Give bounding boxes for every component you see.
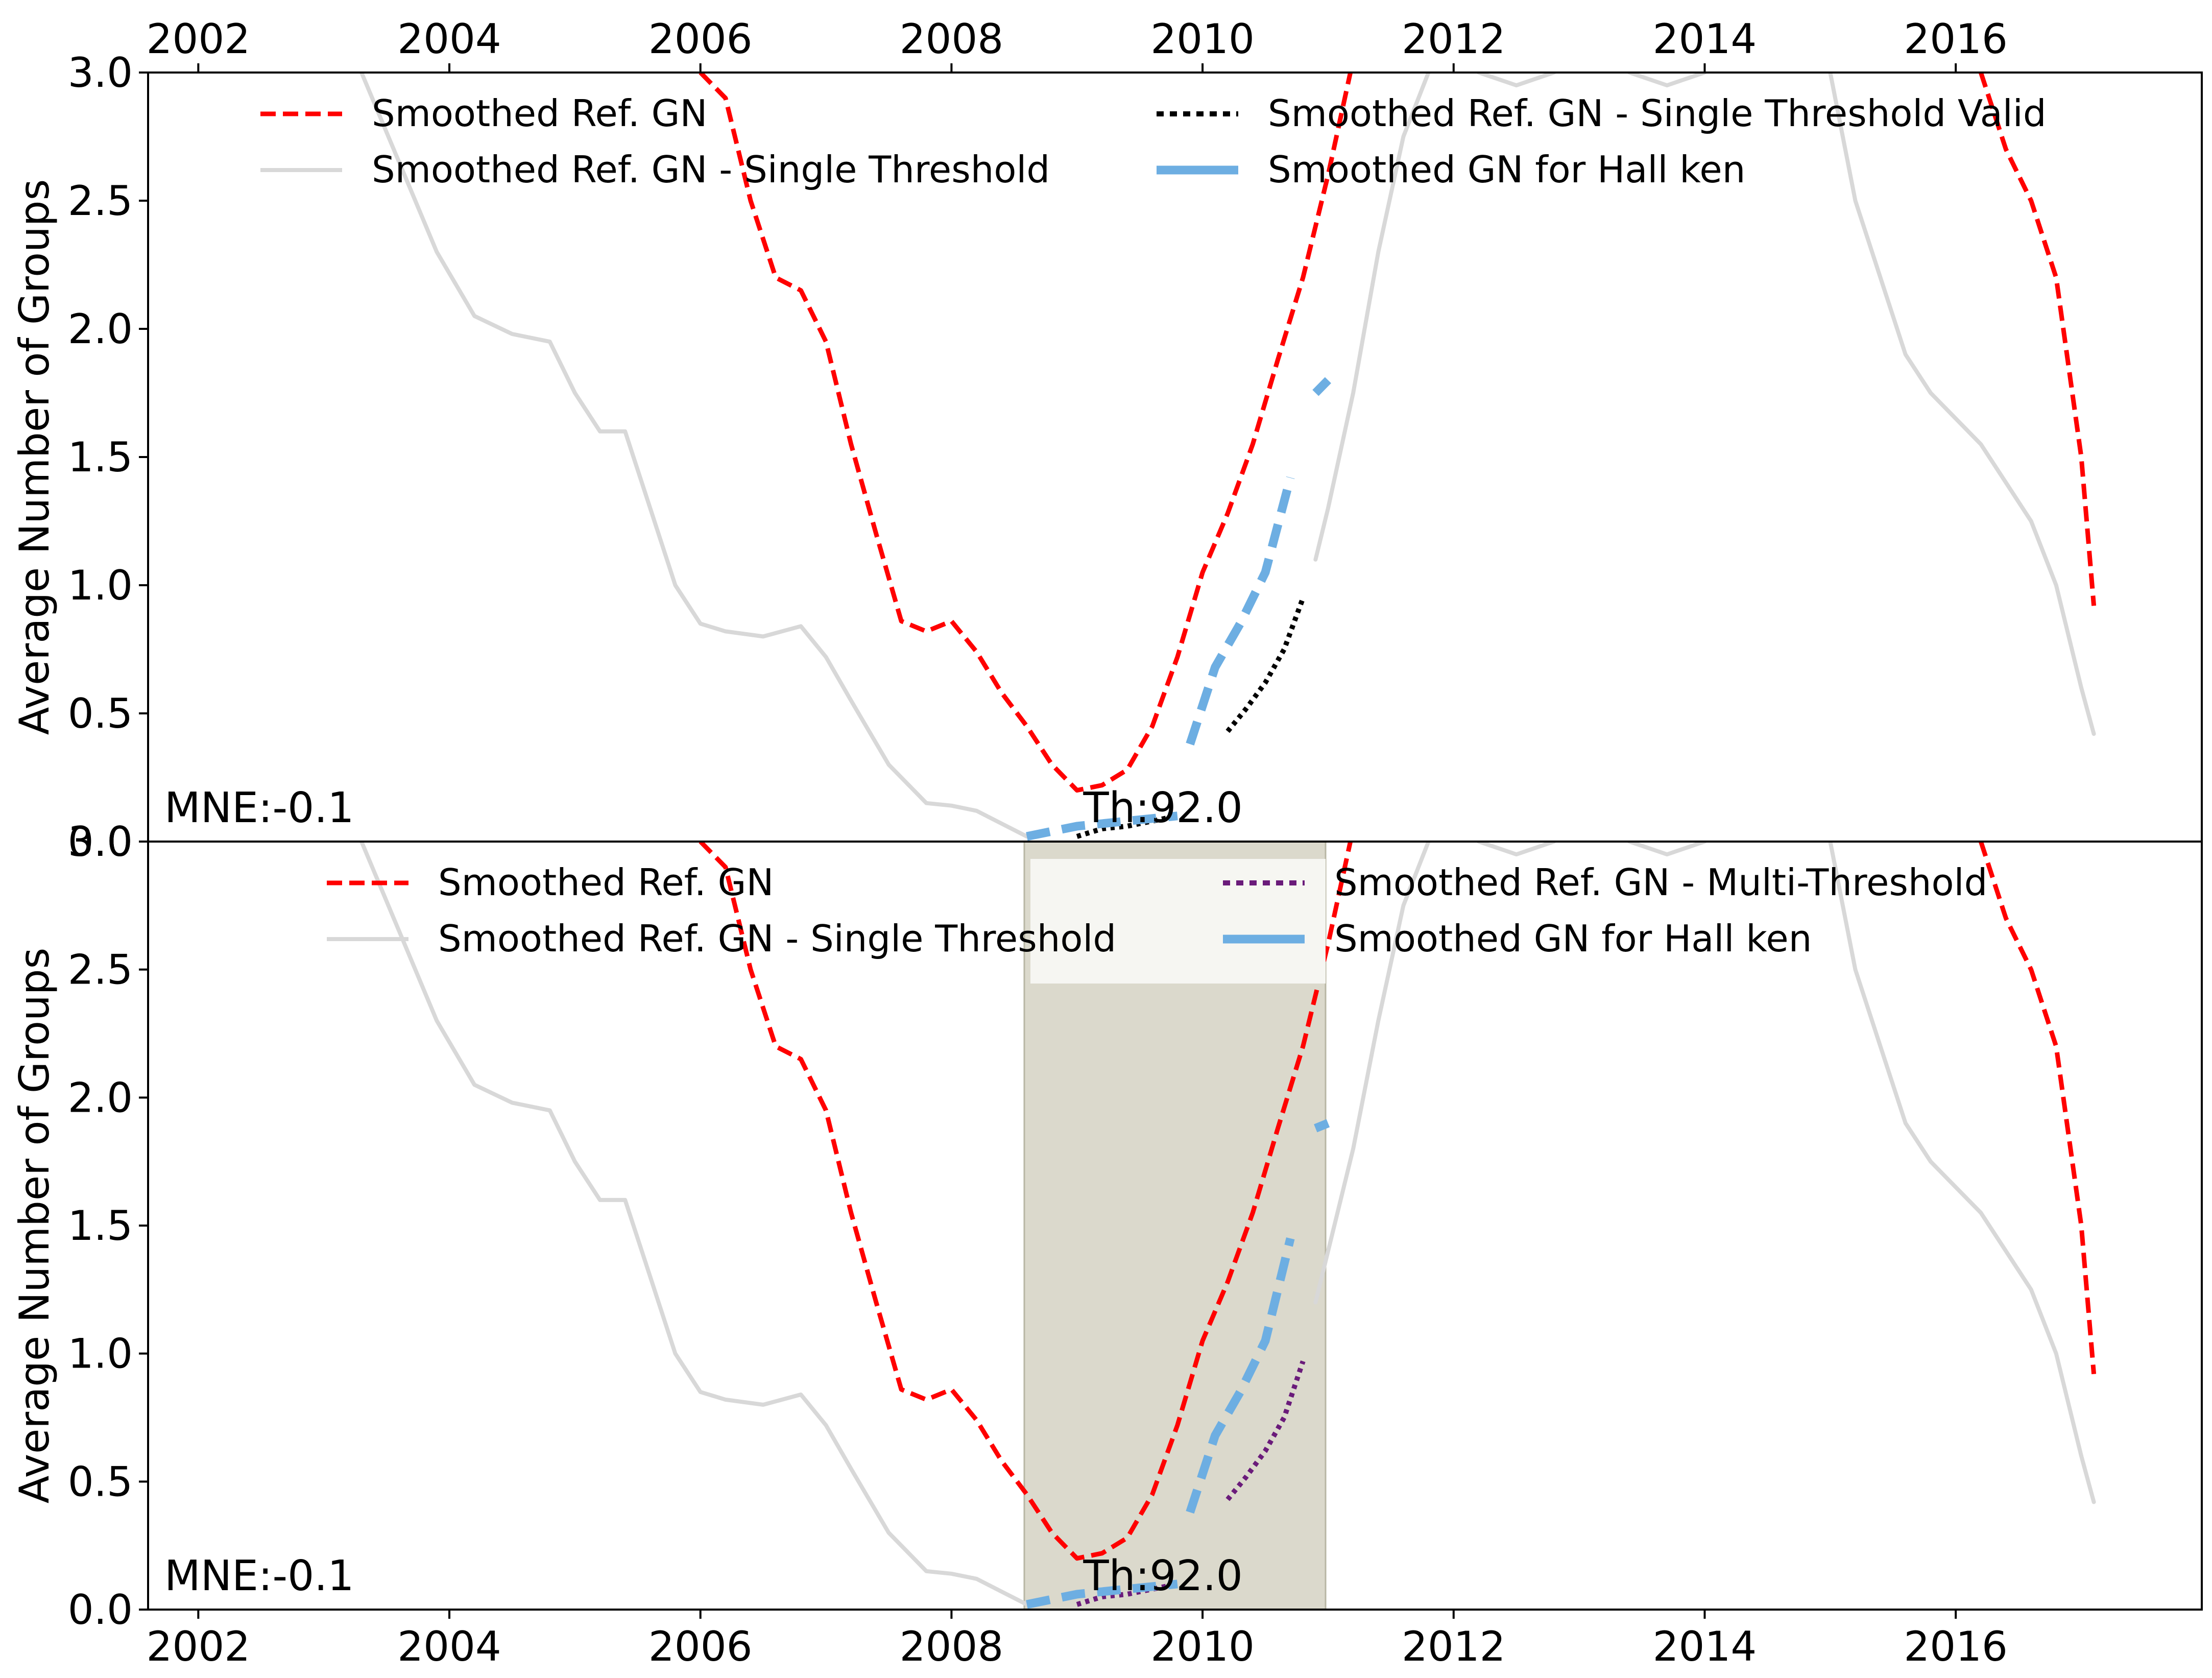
y-tick-label: 0.0 [68,1586,133,1634]
legend-bottom: Smoothed Ref. GN Smoothed Ref. GN - Singl… [327,859,1987,984]
series-line [1979,73,2097,606]
annotation-threshold-top: Th:92.0 [1083,784,1243,832]
x-tick-label: 2010 [1150,15,1255,63]
y-axis-top: 0.0 0.5 1.0 1.5 2.0 2.5 3.0 [68,49,148,866]
x-tick-label: 2012 [1402,15,1506,63]
panel-top: 2002 2004 2006 2008 2010 2012 2014 2016 0.0 0.5 1… [11,15,2203,866]
x-tick-label: 2002 [147,1623,251,1670]
y-tick-label: 1.0 [68,1330,133,1378]
legend-label: Smoothed Ref. GN - Single Threshold Vali… [1268,92,2047,135]
annotation-mne-bottom: MNE:-0.1 [164,1552,354,1600]
x-tick-label: 2004 [397,15,501,63]
annotation-threshold-bottom: Th:92.0 [1083,1552,1243,1600]
y-axis-bottom: 0.0 0.5 1.0 1.5 2.0 2.5 3.0 [68,818,148,1634]
y-tick-label: 3.0 [68,49,133,97]
series-line [1476,842,1556,857]
plot-area-top [359,73,2097,841]
x-tick-label: 2008 [900,15,1004,63]
x-tick-label: 2016 [1904,15,2008,63]
legend-top: Smoothed Ref. GN Smoothed Ref. GN - Singl… [260,92,2047,191]
y-tick-label: 2.5 [68,946,133,994]
x-tick-label: 2004 [397,1623,501,1670]
y-tick-label: 0.5 [68,1458,133,1505]
legend-label: Smoothed GN for Hall ken [1268,148,1745,191]
series-line [1076,813,1178,839]
series-line [1314,1119,1330,1133]
y-tick-label: 2.0 [68,1074,133,1121]
series-line [699,73,1353,793]
panel-bottom: 2002 2004 2006 2008 2010 2012 2014 2016 0.0 0.5 1… [11,818,2203,1670]
legend-label: Smoothed Ref. GN - Single Threshold [438,917,1116,960]
series-line [1225,1360,1306,1501]
series-line [1313,73,1431,562]
series-line [1186,476,1295,746]
series-line [1313,842,1431,1305]
y-axis-label-top: Average Number of Groups [11,179,58,735]
y-tick-label: 2.0 [68,305,133,353]
legend-label: Smoothed Ref. GN [438,861,774,904]
x-tick-label: 2016 [1904,1623,2008,1670]
series-line [1026,811,1178,841]
x-tick-label: 2014 [1653,15,1757,63]
series-line [1076,1581,1178,1607]
x-axis-top: 2002 2004 2006 2008 2010 2012 2014 2016 [147,15,2008,73]
series-line [1627,73,1707,88]
y-tick-label: 3.0 [68,818,133,866]
plot-clip-top [359,73,2097,841]
legend-backdrop [1030,859,1326,984]
series-line [1476,73,1556,88]
series-line [1186,1237,1295,1514]
x-axis-bottom: 2002 2004 2006 2008 2010 2012 2014 2016 [147,1610,2008,1670]
series-line [1225,597,1306,733]
y-tick-label: 2.5 [68,177,133,225]
series-line [1828,842,2096,1504]
y-tick-label: 0.5 [68,690,133,737]
legend-label: Smoothed GN for Hall ken [1334,917,1812,960]
series-line [1828,73,2096,736]
series-line [1026,1579,1178,1609]
x-tick-label: 2012 [1402,1623,1506,1670]
series-line [1627,842,1707,857]
x-tick-label: 2002 [147,15,251,63]
y-tick-label: 1.5 [68,434,133,481]
x-tick-label: 2006 [648,15,753,63]
series-line [359,842,1029,1607]
y-axis-label-bottom: Average Number of Groups [11,948,58,1504]
series-line [1312,377,1331,396]
x-tick-label: 2006 [648,1623,753,1670]
y-tick-label: 1.5 [68,1202,133,1250]
series-line [699,842,1353,1561]
series-line [359,73,1029,838]
y-tick-label: 1.0 [68,562,133,609]
legend-label: Smoothed Ref. GN - Single Threshold [372,148,1050,191]
x-tick-label: 2010 [1150,1623,1255,1670]
annotation-mne-top: MNE:-0.1 [164,784,354,832]
y-tick-label: 0.0 [68,818,133,866]
legend-label: Smoothed Ref. GN - Multi-Threshold [1334,861,1987,904]
legend-label: Smoothed Ref. GN [372,92,707,135]
x-tick-label: 2014 [1653,1623,1757,1670]
x-tick-label: 2008 [900,1623,1004,1670]
